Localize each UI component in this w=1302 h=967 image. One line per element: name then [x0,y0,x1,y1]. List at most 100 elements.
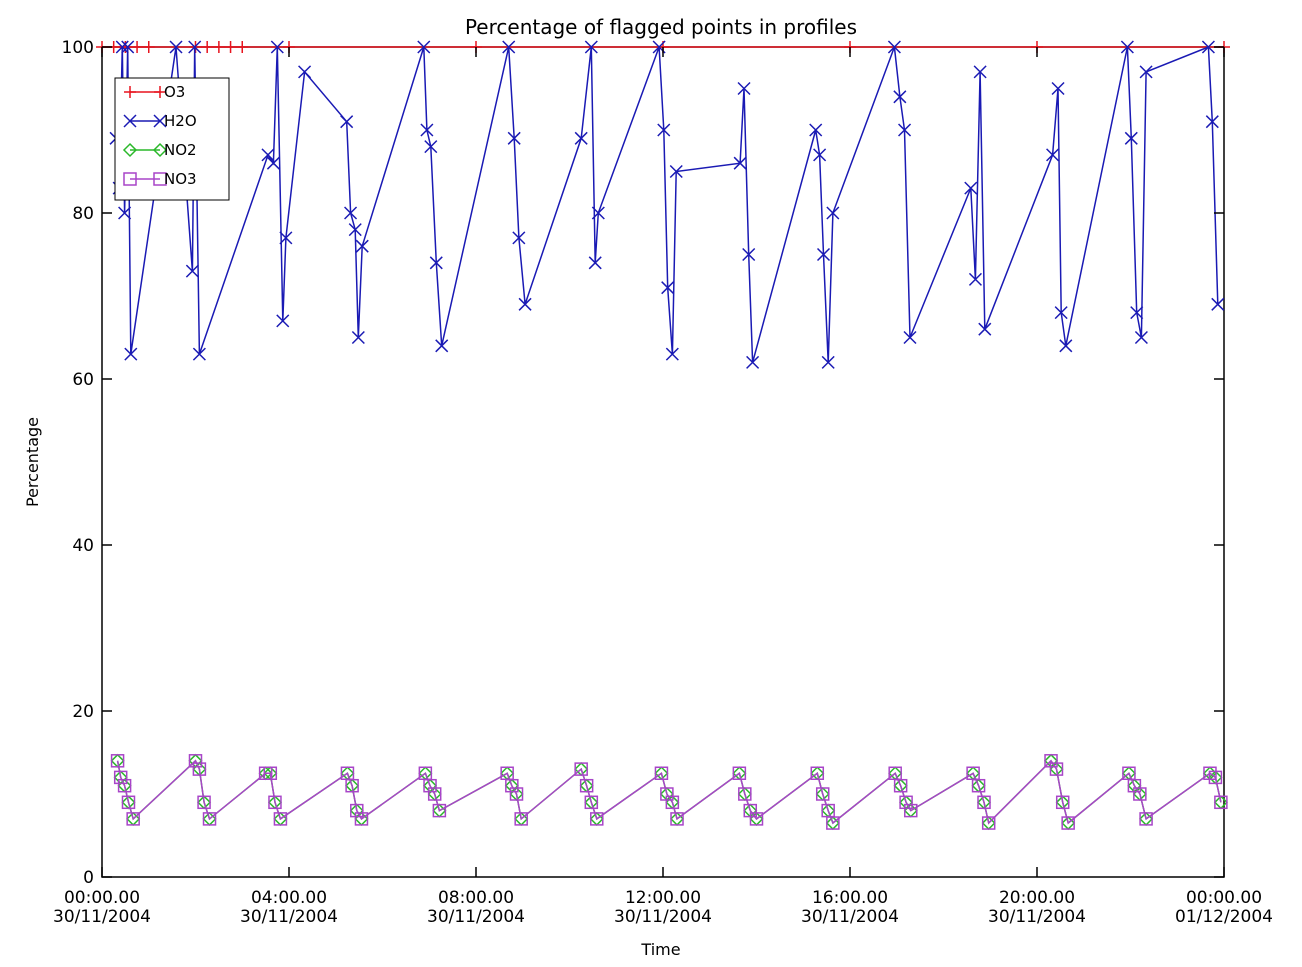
point-h2o [276,314,290,328]
point-h2o [903,330,917,345]
point-h2o [813,148,827,162]
point-no3 [738,787,752,801]
x-tick-time-label: 00:00.00 [1186,888,1262,908]
point-h2o [968,272,982,286]
x-tick-date-label: 01/12/2004 [1175,907,1273,927]
legend-marker-o3 [124,86,136,98]
point-h2o [1130,306,1144,320]
point-no3 [350,803,364,818]
point-no3 [192,762,207,776]
x-tick-date-label: 30/11/2004 [53,907,151,927]
point-h2o [192,347,206,361]
point-no3 [826,816,840,830]
y-tick-label: 0 [83,868,94,888]
point-no3 [273,812,288,826]
point-no3 [590,812,604,826]
point-no3 [188,754,203,768]
point-no3 [574,762,588,776]
point-no3 [732,766,747,780]
point-h2o [124,347,138,361]
point-no3 [1049,762,1064,776]
point-h2o [669,164,683,179]
point-h2o [518,297,532,311]
series-line-no3 [116,759,1222,825]
point-no3 [345,778,359,793]
y-tick-label: 20 [72,702,94,722]
point-h2o [344,206,358,220]
point-no3 [665,795,680,810]
point-h2o [826,206,840,220]
point-no3 [1055,795,1070,810]
point-h2o [424,140,438,154]
x-axis-label: Time [640,940,680,959]
point-no3 [268,795,282,810]
point-o3 [224,41,237,53]
point-no3 [263,766,278,780]
point-no3 [1061,816,1075,830]
y-tick-label: 100 [62,38,94,58]
point-h2o [978,322,992,336]
point-no3 [815,787,830,801]
point-o3 [131,41,144,53]
legend-label-h2o: H2O [164,112,197,130]
point-h2o [1054,306,1068,320]
point-h2o [657,123,671,137]
point-h2o [973,65,987,79]
series-line-h2o [115,45,1219,363]
point-h2o [893,90,907,104]
point-h2o [964,181,978,195]
point-h2o [746,355,760,369]
point-h2o [115,40,129,54]
point-h2o [435,339,449,353]
point-no3 [749,812,764,826]
point-no3 [423,778,437,793]
point-no3 [432,803,447,818]
point-no3 [904,803,918,818]
point-h2o [266,156,280,170]
plot-frame [101,46,1225,878]
point-h2o [502,40,516,54]
y-tick-label: 80 [72,204,94,224]
point-h2o [821,355,835,369]
point-no3 [113,770,128,785]
point-h2o [417,40,431,54]
legend-label-o3: O3 [164,83,185,101]
point-no3 [505,778,519,793]
point-h2o [1046,148,1060,162]
point-no3 [810,766,825,780]
point-h2o [1205,115,1219,129]
point-h2o [1201,40,1215,54]
point-no3 [981,816,996,830]
x-tick-date-label: 30/11/2004 [427,907,525,927]
point-h2o [355,239,369,253]
point-h2o [742,247,756,262]
point-h2o [118,206,132,220]
y-axis-label: Percentage [23,417,42,507]
legend-marker-no3 [153,172,167,186]
legend-marker-h2o [123,114,137,128]
plot-area [101,46,1225,878]
point-no3 [121,795,136,810]
point-h2o [185,264,199,278]
point-h2o [737,81,751,96]
point-h2o [298,65,312,79]
point-no3 [427,787,442,801]
point-no3 [126,812,140,826]
point-h2o [1051,81,1065,96]
point-h2o [188,40,202,54]
point-h2o [898,123,912,137]
chart-title: Percentage of flagged points in profiles [465,15,857,39]
point-h2o [270,40,284,54]
x-tick-time-label: 20:00.00 [999,888,1075,908]
point-no3 [899,795,913,810]
point-h2o [887,40,901,54]
point-no3 [514,812,528,826]
legend: O3 H2O NO2 NO3 [114,77,230,201]
point-h2o [1211,297,1225,311]
point-no3 [584,795,599,810]
legend-marker-no3 [123,172,137,186]
x-tick-time-label: 04:00.00 [251,888,327,908]
point-h2o [1059,339,1073,353]
point-no3 [1133,787,1147,801]
point-no3 [509,787,524,801]
